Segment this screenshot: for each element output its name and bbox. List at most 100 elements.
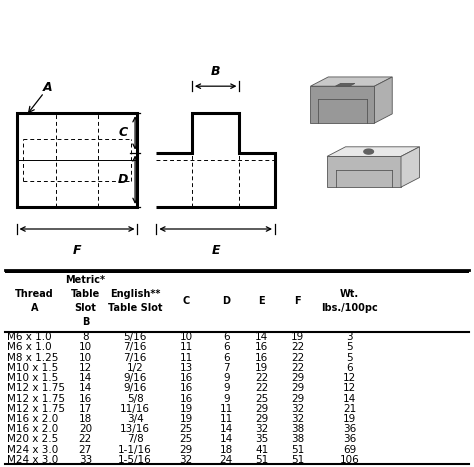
Text: 8: 8 xyxy=(82,332,89,342)
Text: 22: 22 xyxy=(291,363,304,373)
Text: 11/16: 11/16 xyxy=(120,404,150,414)
Text: 11: 11 xyxy=(180,342,192,353)
Text: 5: 5 xyxy=(346,342,353,353)
Text: English**: English** xyxy=(110,289,160,299)
Text: 29: 29 xyxy=(291,383,304,393)
Text: 13/16: 13/16 xyxy=(120,424,150,434)
Text: 6: 6 xyxy=(223,342,229,353)
Text: 32: 32 xyxy=(291,404,304,414)
Polygon shape xyxy=(336,84,355,86)
Text: 41: 41 xyxy=(255,445,268,455)
Text: 29: 29 xyxy=(291,373,304,383)
Text: 29: 29 xyxy=(180,445,192,455)
Text: 10: 10 xyxy=(79,353,92,362)
Text: M6 x 1.0: M6 x 1.0 xyxy=(7,342,52,353)
Text: M16 x 2.0: M16 x 2.0 xyxy=(7,414,58,424)
Polygon shape xyxy=(364,149,374,154)
Text: Thread: Thread xyxy=(15,289,54,299)
Text: M16 x 2.0: M16 x 2.0 xyxy=(7,424,58,434)
Text: 32: 32 xyxy=(180,455,192,465)
Text: E: E xyxy=(259,296,265,306)
Text: M20 x 2.5: M20 x 2.5 xyxy=(7,434,58,445)
Text: M24 x 3.0: M24 x 3.0 xyxy=(7,445,58,455)
Text: D: D xyxy=(222,296,230,306)
Text: 11: 11 xyxy=(220,404,233,414)
Text: 9: 9 xyxy=(223,373,229,383)
Text: B: B xyxy=(211,65,220,78)
Text: 25: 25 xyxy=(180,434,192,445)
Text: A: A xyxy=(43,81,52,94)
Text: 5: 5 xyxy=(346,353,353,362)
Text: B: B xyxy=(82,317,89,326)
Text: 29: 29 xyxy=(291,394,304,403)
Text: 106: 106 xyxy=(340,455,359,465)
Text: C: C xyxy=(182,296,190,306)
Text: 22: 22 xyxy=(291,353,304,362)
Polygon shape xyxy=(327,147,419,156)
Text: 29: 29 xyxy=(255,414,268,424)
Text: 51: 51 xyxy=(255,455,268,465)
Polygon shape xyxy=(310,77,392,86)
Text: M12 x 1.75: M12 x 1.75 xyxy=(7,404,65,414)
Text: 20: 20 xyxy=(79,424,92,434)
Polygon shape xyxy=(374,77,392,123)
Text: M10 x 1.5: M10 x 1.5 xyxy=(7,373,58,383)
Text: 10: 10 xyxy=(180,332,192,342)
Polygon shape xyxy=(310,86,374,123)
Text: 6: 6 xyxy=(223,332,229,342)
Text: 19: 19 xyxy=(343,414,356,424)
Text: Table Slot: Table Slot xyxy=(108,303,162,313)
Text: 3/4: 3/4 xyxy=(127,414,144,424)
Text: 24: 24 xyxy=(220,455,233,465)
Text: 19: 19 xyxy=(180,414,192,424)
Text: 1/2: 1/2 xyxy=(127,363,144,373)
Text: 22: 22 xyxy=(255,373,268,383)
Text: M24 x 3.0: M24 x 3.0 xyxy=(7,455,58,465)
Text: 7/16: 7/16 xyxy=(123,353,147,362)
Text: 51: 51 xyxy=(291,455,304,465)
Text: 12: 12 xyxy=(343,373,356,383)
Text: 14: 14 xyxy=(79,383,92,393)
Text: 21: 21 xyxy=(343,404,356,414)
Text: 25: 25 xyxy=(180,424,192,434)
Text: 22: 22 xyxy=(291,342,304,353)
Text: 36: 36 xyxy=(343,424,356,434)
Text: E: E xyxy=(211,244,220,257)
Text: 29: 29 xyxy=(255,404,268,414)
Text: 1-5/16: 1-5/16 xyxy=(118,455,152,465)
Text: C: C xyxy=(119,127,128,140)
Text: 1-1/16: 1-1/16 xyxy=(118,445,152,455)
Text: 22: 22 xyxy=(255,383,268,393)
Text: 5/8: 5/8 xyxy=(127,394,144,403)
Polygon shape xyxy=(327,156,401,187)
Text: 10: 10 xyxy=(79,342,92,353)
Text: 25: 25 xyxy=(255,394,268,403)
Text: 3: 3 xyxy=(346,332,353,342)
Text: 6: 6 xyxy=(346,363,353,373)
Text: 16: 16 xyxy=(255,353,268,362)
Text: Metric*: Metric* xyxy=(65,275,105,285)
Text: 7: 7 xyxy=(223,363,229,373)
Text: Wt.: Wt. xyxy=(340,289,359,299)
Text: 13: 13 xyxy=(180,363,192,373)
Text: 17: 17 xyxy=(79,404,92,414)
Text: 69: 69 xyxy=(343,445,356,455)
Text: 16: 16 xyxy=(79,394,92,403)
Text: 9: 9 xyxy=(223,383,229,393)
Text: 19: 19 xyxy=(180,404,192,414)
Text: 16: 16 xyxy=(180,383,192,393)
Text: 22: 22 xyxy=(79,434,92,445)
Text: D: D xyxy=(118,173,128,186)
Text: 7/8: 7/8 xyxy=(127,434,144,445)
Text: 38: 38 xyxy=(291,434,304,445)
Text: 12: 12 xyxy=(79,363,92,373)
Text: 14: 14 xyxy=(220,434,233,445)
Text: M12 x 1.75: M12 x 1.75 xyxy=(7,383,65,393)
Text: 9: 9 xyxy=(223,394,229,403)
Text: 19: 19 xyxy=(255,363,268,373)
Text: 27: 27 xyxy=(79,445,92,455)
Text: M6 x 1.0: M6 x 1.0 xyxy=(7,332,52,342)
Text: 14: 14 xyxy=(79,373,92,383)
Text: M10 x 1.5: M10 x 1.5 xyxy=(7,363,58,373)
Text: 32: 32 xyxy=(255,424,268,434)
